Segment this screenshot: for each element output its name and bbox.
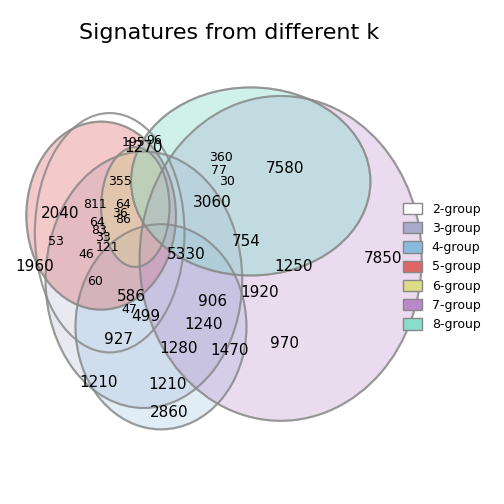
Text: 1240: 1240 xyxy=(184,317,223,332)
Text: 906: 906 xyxy=(198,294,227,308)
Ellipse shape xyxy=(45,152,242,408)
Text: 1210: 1210 xyxy=(80,375,118,390)
Ellipse shape xyxy=(76,224,246,429)
Text: 30: 30 xyxy=(219,175,235,188)
Text: 586: 586 xyxy=(116,289,146,304)
Text: 499: 499 xyxy=(132,308,161,324)
Text: 47: 47 xyxy=(121,303,137,316)
Text: 53: 53 xyxy=(48,235,64,248)
Text: 7580: 7580 xyxy=(266,161,304,176)
Text: 1470: 1470 xyxy=(210,343,248,358)
Text: 195: 195 xyxy=(121,137,145,150)
Text: 355: 355 xyxy=(108,175,133,188)
Ellipse shape xyxy=(35,113,184,352)
Legend: 2-group, 3-group, 4-group, 5-group, 6-group, 7-group, 8-group: 2-group, 3-group, 4-group, 5-group, 6-gr… xyxy=(398,198,485,336)
Text: 121: 121 xyxy=(96,241,119,254)
Text: 33: 33 xyxy=(95,230,111,243)
Text: 2040: 2040 xyxy=(41,206,80,221)
Text: 64: 64 xyxy=(115,199,131,212)
Text: 1920: 1920 xyxy=(240,285,279,300)
Text: 1280: 1280 xyxy=(159,341,198,356)
Ellipse shape xyxy=(140,96,422,421)
Text: 7850: 7850 xyxy=(364,251,403,266)
Text: 36: 36 xyxy=(112,207,128,220)
Title: Signatures from different k: Signatures from different k xyxy=(79,23,380,43)
Text: 927: 927 xyxy=(104,332,133,347)
Text: 46: 46 xyxy=(78,247,94,261)
Text: 754: 754 xyxy=(232,234,261,249)
Text: 970: 970 xyxy=(271,336,299,351)
Text: 3060: 3060 xyxy=(193,196,232,210)
Ellipse shape xyxy=(131,87,370,276)
Text: 1960: 1960 xyxy=(16,260,54,275)
Ellipse shape xyxy=(26,121,176,309)
Ellipse shape xyxy=(101,147,169,267)
Text: 1270: 1270 xyxy=(124,140,163,155)
Text: 1250: 1250 xyxy=(274,260,312,275)
Text: 64: 64 xyxy=(89,216,105,229)
Text: 60: 60 xyxy=(87,275,103,288)
Text: 5330: 5330 xyxy=(167,246,206,262)
Text: 811: 811 xyxy=(83,199,107,212)
Text: 360: 360 xyxy=(209,151,233,164)
Text: 77: 77 xyxy=(211,164,227,177)
Text: 86: 86 xyxy=(115,213,132,226)
Text: 96: 96 xyxy=(147,135,162,147)
Text: 83: 83 xyxy=(91,224,107,237)
Text: 1210: 1210 xyxy=(148,377,186,392)
Text: 2860: 2860 xyxy=(150,405,189,420)
